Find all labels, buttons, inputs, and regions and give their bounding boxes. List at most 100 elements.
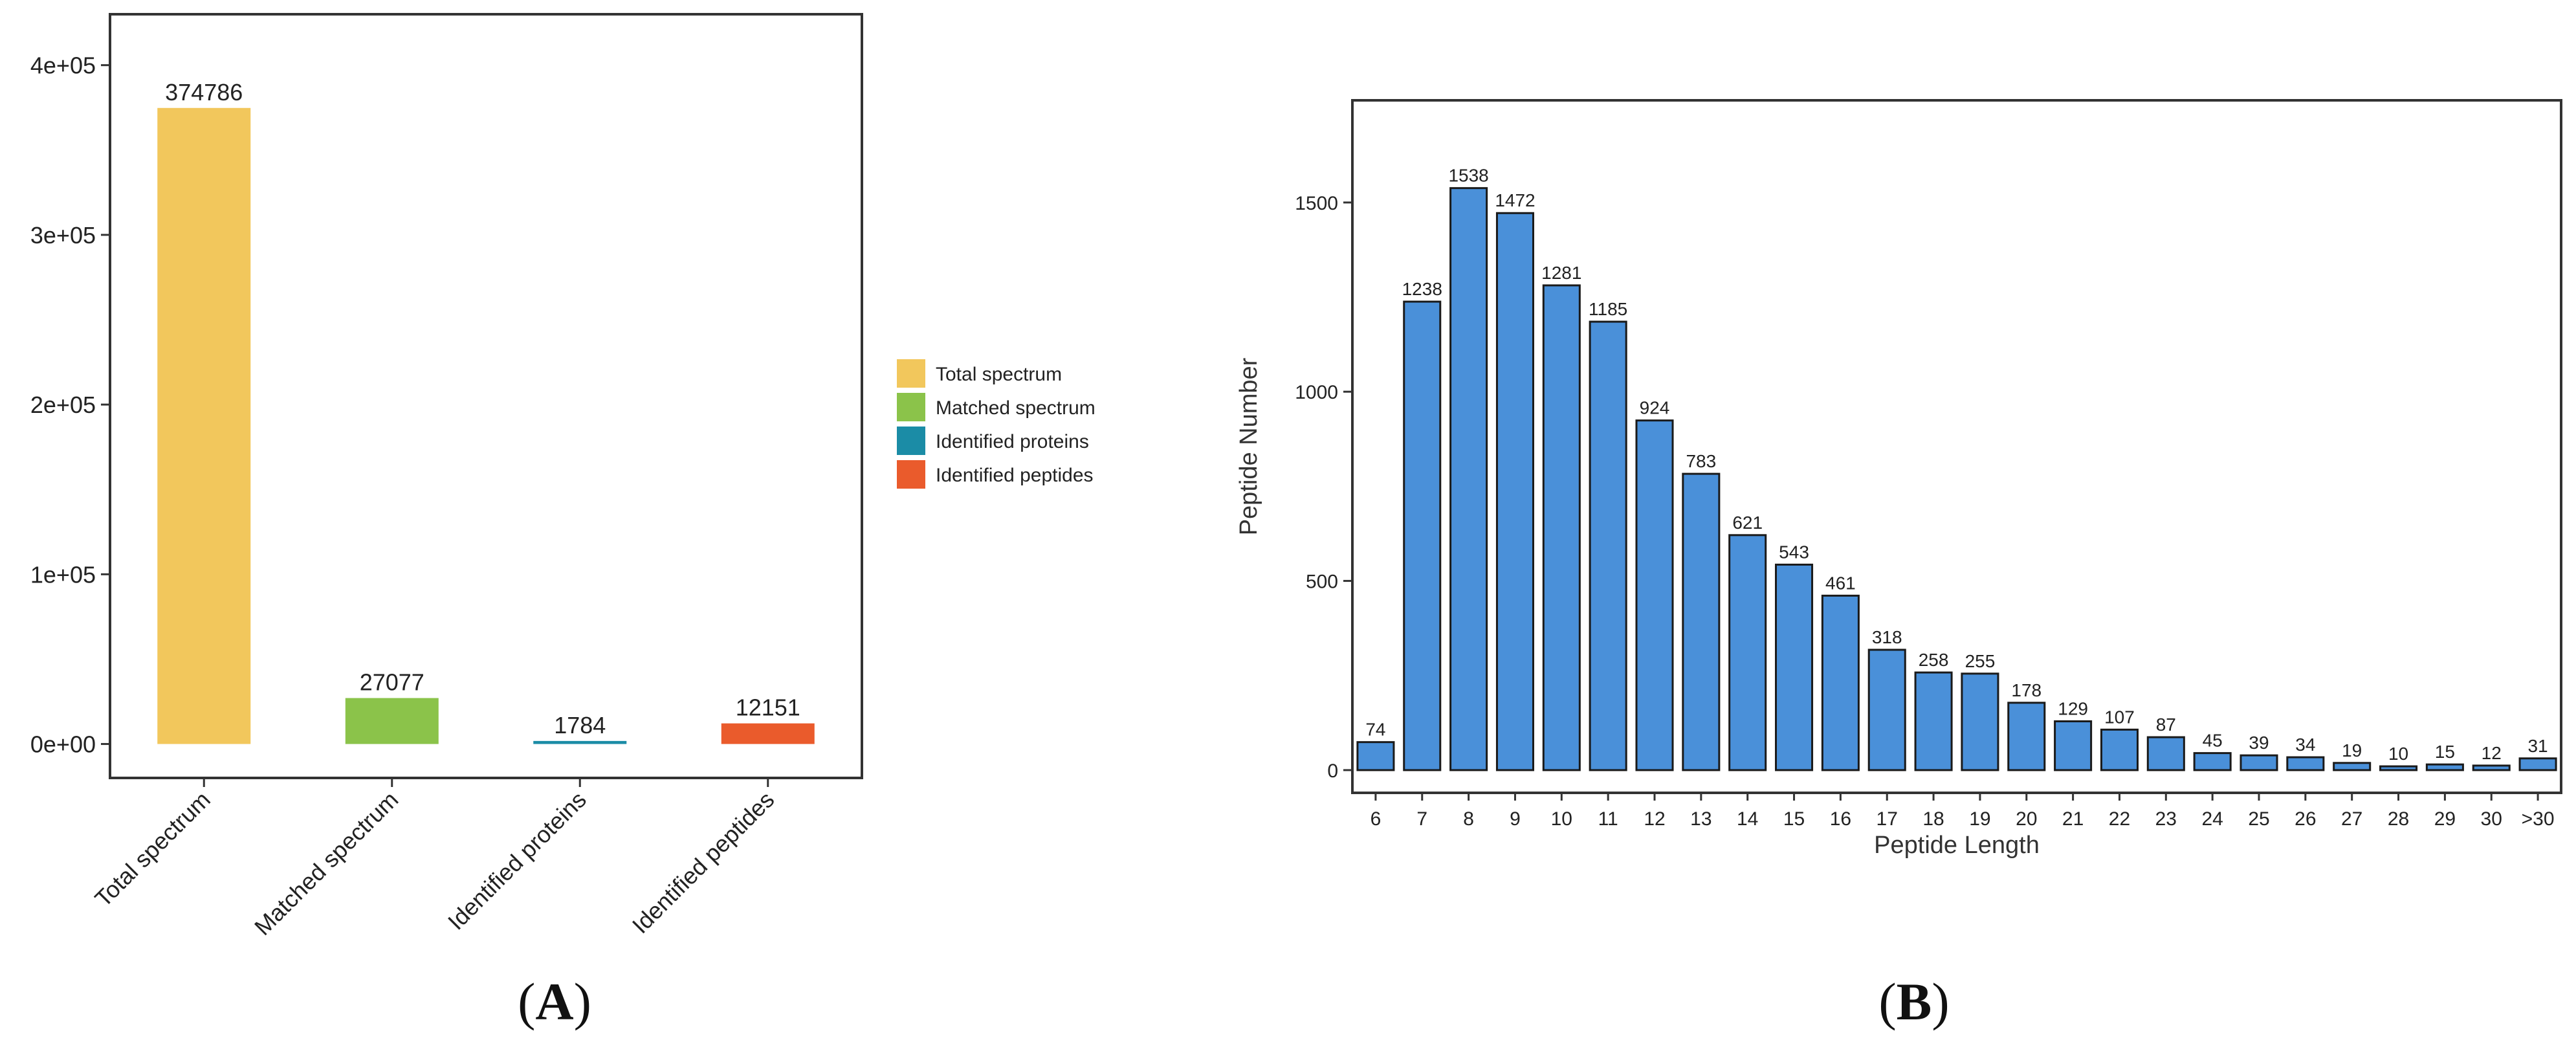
- b-xtick-label: 30: [2481, 808, 2502, 830]
- a-data-label: 374786: [165, 79, 243, 105]
- b-data-label: 74: [1365, 720, 1385, 740]
- b-xtick-label: 23: [2155, 808, 2177, 830]
- b-xtick-label: 12: [1644, 808, 1665, 830]
- panel-a-caption-letter: A: [535, 972, 573, 1031]
- b-data-label: 1472: [1495, 190, 1535, 210]
- legend-swatch: [897, 359, 925, 388]
- a-ytick-label: 1e+05: [30, 561, 96, 588]
- b-xtick-label: 13: [1690, 808, 1712, 830]
- a-ytick-label: 3e+05: [30, 222, 96, 249]
- a-ytick-label: 0e+00: [30, 731, 96, 758]
- bar-length-7: [1403, 300, 1442, 771]
- b-ytick-label: 1500: [1295, 193, 1338, 214]
- b-data-label: 15: [2435, 742, 2455, 762]
- b-xtick-label: 11: [1598, 808, 1618, 830]
- b-xtick-label: 17: [1877, 808, 1898, 830]
- b-data-label: 1538: [1448, 166, 1488, 186]
- panel-a-y-axis: 0e+00 1e+05 2e+05 3e+05 4e+05: [30, 52, 110, 758]
- bar-length-19: [1961, 672, 1999, 771]
- b-xtick-label: 22: [2109, 808, 2130, 830]
- b-xtick-label: 9: [1510, 808, 1521, 830]
- panel-b-bars: [1356, 187, 2557, 771]
- b-data-label: 12: [2482, 743, 2502, 763]
- b-xtick-label: 16: [1830, 808, 1851, 830]
- bar-length-15: [1775, 563, 1814, 771]
- b-xtick-label: 10: [1551, 808, 1572, 830]
- panel-b-y-axis-title: Peptide Number: [1235, 357, 1262, 535]
- bar-length-26: [2286, 756, 2325, 771]
- bar-length-27: [2333, 762, 2372, 771]
- b-xtick-label: 15: [1783, 808, 1805, 830]
- a-data-label: 1784: [554, 712, 606, 738]
- b-data-label: 10: [2388, 744, 2408, 764]
- legend-label: Identified peptides: [936, 465, 1094, 486]
- a-data-label: 27077: [360, 669, 424, 696]
- b-data-label: 621: [1732, 513, 1763, 533]
- b-xtick-label: 19: [1969, 808, 1990, 830]
- b-data-label: 87: [2156, 715, 2176, 735]
- b-xtick-label: 7: [1416, 808, 1427, 830]
- b-data-label: 255: [1965, 651, 1996, 671]
- b-data-label: 1185: [1589, 299, 1627, 319]
- bar-length-21: [2054, 720, 2093, 771]
- b-data-label: 19: [2342, 740, 2362, 760]
- b-data-label: 258: [1919, 650, 1949, 670]
- a-xtick-label: Identified peptides: [627, 786, 780, 939]
- bar-length-9: [1495, 212, 1534, 771]
- legend-label: Identified proteins: [936, 431, 1089, 452]
- b-ytick-label: 500: [1306, 571, 1338, 593]
- panel-b-chart: 0 500 1000 1500 6 7 8 9 10 11 12 13 14 15 16 17 18 19 20 2…: [1235, 99, 2562, 859]
- a-ytick-label: 4e+05: [30, 52, 96, 79]
- b-data-label: 461: [1825, 573, 1856, 593]
- panel-a-plot-frame: [109, 13, 863, 779]
- panel-b-x-axis: 6 7 8 9 10 11 12 13 14 15 16 17 18 19 20 21 22 23 24 25 26 27…: [1371, 793, 2555, 830]
- bar-length-14: [1728, 534, 1767, 771]
- b-data-label: 129: [2058, 698, 2088, 718]
- b-ytick-label: 0: [1327, 760, 1338, 782]
- b-ytick-label: 1000: [1295, 382, 1338, 403]
- b-data-label: 318: [1872, 627, 1902, 647]
- bar-length-18: [1914, 671, 1953, 771]
- legend-label: Matched spectrum: [936, 397, 1095, 419]
- panel-b-y-axis: 0 500 1000 1500: [1295, 193, 1352, 782]
- panel-b-caption: (B): [1878, 972, 1949, 1031]
- b-xtick-label: 14: [1737, 808, 1758, 830]
- panel-a-data-labels: 374786 27077 1784 12151: [165, 79, 800, 738]
- b-xtick-label: 25: [2248, 808, 2269, 830]
- bar-length-22: [2100, 728, 2139, 771]
- b-xtick-label: 26: [2295, 808, 2316, 830]
- legend-swatch: [897, 393, 925, 421]
- b-data-label: 543: [1779, 542, 1809, 562]
- bar-length-11: [1589, 320, 1627, 771]
- b-data-label: 45: [2203, 731, 2223, 751]
- panel-a-legend: Total spectrum Matched spectrum Identified…: [897, 359, 1095, 489]
- a-data-label: 12151: [736, 694, 800, 721]
- bar-length-29: [2425, 763, 2464, 771]
- bar-length-20: [2007, 702, 2046, 771]
- legend-swatch: [897, 460, 925, 489]
- a-ytick-label: 2e+05: [30, 392, 96, 418]
- bar-identified-peptides: [721, 723, 815, 744]
- panel-b-caption-letter: B: [1897, 972, 1932, 1031]
- legend-label: Total spectrum: [936, 364, 1062, 385]
- b-xtick-label: >30: [2522, 808, 2555, 830]
- b-data-label: 1281: [1541, 263, 1581, 283]
- b-data-label: 39: [2249, 733, 2269, 753]
- bar-identified-proteins: [533, 740, 627, 744]
- b-xtick-label: 21: [2062, 808, 2084, 830]
- b-xtick-label: 20: [2016, 808, 2037, 830]
- panel-a-bars: [157, 107, 815, 744]
- panel-b-plot-frame: [1351, 99, 2562, 794]
- panel-a-x-axis: Total spectrum Matched spectrum Identified…: [89, 778, 779, 940]
- b-data-label: 107: [2104, 707, 2135, 727]
- bar-length-16: [1821, 594, 1860, 771]
- bar-length-13: [1682, 472, 1721, 771]
- bar-length-24: [2193, 752, 2232, 771]
- bar-length-over-30: [2518, 757, 2557, 771]
- b-xtick-label: 6: [1371, 808, 1382, 830]
- b-data-label: 1238: [1402, 279, 1442, 299]
- panel-b-x-axis-title: Peptide Length: [1874, 832, 2040, 859]
- a-xtick-label: Matched spectrum: [249, 786, 403, 940]
- bar-matched-spectrum: [345, 698, 439, 744]
- b-data-label: 924: [1640, 398, 1670, 418]
